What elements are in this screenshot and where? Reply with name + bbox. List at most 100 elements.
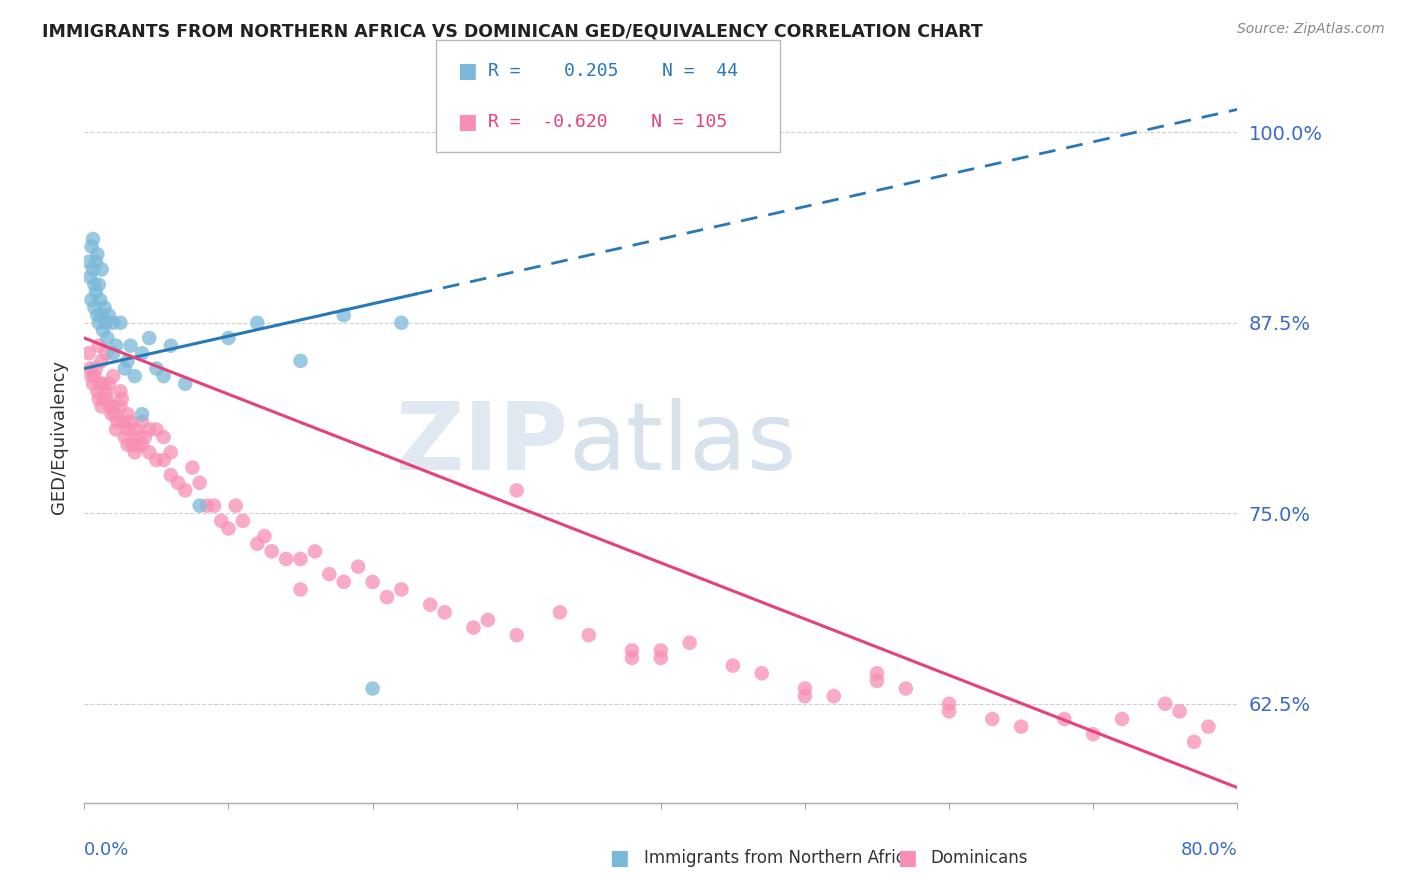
Point <box>246 316 269 330</box>
Point <box>90 308 112 322</box>
Point <box>105 338 128 352</box>
Point <box>145 361 167 376</box>
Point <box>103 400 124 414</box>
Point <box>938 705 960 719</box>
Point <box>188 499 211 513</box>
Point <box>1053 712 1076 726</box>
Text: ■: ■ <box>457 62 477 81</box>
Point <box>160 445 183 459</box>
Text: ■: ■ <box>457 112 477 132</box>
Point <box>96 392 118 406</box>
Point <box>621 643 644 657</box>
Point <box>794 681 817 696</box>
Point <box>121 438 143 452</box>
Point <box>1154 697 1177 711</box>
Y-axis label: GED/Equivalency: GED/Equivalency <box>49 360 67 514</box>
Point <box>174 376 197 391</box>
Point <box>124 422 146 436</box>
Point <box>111 392 134 406</box>
Point <box>120 338 142 352</box>
Point <box>97 308 120 322</box>
Point <box>290 552 312 566</box>
Point <box>195 499 218 513</box>
Point <box>80 239 103 253</box>
Point <box>138 445 160 459</box>
Text: Source: ZipAtlas.com: Source: ZipAtlas.com <box>1237 22 1385 37</box>
Point <box>145 422 167 436</box>
Point <box>117 438 139 452</box>
Point <box>103 316 124 330</box>
Point <box>90 262 112 277</box>
Point <box>124 369 146 384</box>
Text: Dominicans: Dominicans <box>931 849 1028 867</box>
Point <box>290 582 312 597</box>
Point <box>866 666 889 681</box>
Point <box>83 369 105 384</box>
Point <box>104 407 127 421</box>
Point <box>650 643 672 657</box>
Text: atlas: atlas <box>568 399 797 491</box>
Point <box>333 574 356 589</box>
Point <box>131 438 153 452</box>
Point <box>290 354 312 368</box>
Point <box>82 376 104 391</box>
Point <box>232 514 254 528</box>
Point <box>333 308 356 322</box>
Point <box>1083 727 1105 741</box>
Point <box>87 316 110 330</box>
Point <box>97 376 120 391</box>
Point <box>131 346 153 360</box>
Point <box>77 255 100 269</box>
Text: ■: ■ <box>609 848 628 868</box>
Point <box>304 544 326 558</box>
Text: ZIP: ZIP <box>395 399 568 491</box>
Point <box>103 369 124 384</box>
Point <box>89 293 111 307</box>
Point <box>79 270 101 285</box>
Point <box>82 262 104 277</box>
Point <box>361 681 384 696</box>
Point <box>138 422 160 436</box>
Point <box>419 598 441 612</box>
Point <box>131 407 153 421</box>
Point <box>79 361 101 376</box>
Point <box>253 529 276 543</box>
Point <box>80 293 103 307</box>
Point <box>218 331 240 345</box>
Text: ■: ■ <box>897 848 917 868</box>
Point <box>82 232 104 246</box>
Point <box>110 400 132 414</box>
Text: 0.0%: 0.0% <box>84 841 129 859</box>
Point <box>87 392 110 406</box>
Point <box>225 499 247 513</box>
Point <box>1111 712 1133 726</box>
Point <box>650 651 672 665</box>
Point <box>160 338 183 352</box>
Point <box>94 384 117 399</box>
Point <box>103 346 124 360</box>
Point <box>981 712 1004 726</box>
Point <box>167 475 190 490</box>
Point <box>105 422 128 436</box>
Point <box>218 521 240 535</box>
Point <box>375 590 398 604</box>
Point <box>823 689 845 703</box>
Point <box>138 331 160 345</box>
Point <box>94 316 117 330</box>
Point <box>391 316 413 330</box>
Point <box>246 537 269 551</box>
Point <box>894 681 917 696</box>
Point <box>112 415 135 429</box>
Point <box>90 354 112 368</box>
Point <box>578 628 600 642</box>
Point <box>120 415 142 429</box>
Point <box>117 354 139 368</box>
Point <box>260 544 283 558</box>
Point <box>89 376 111 391</box>
Point <box>463 621 485 635</box>
Point <box>131 415 153 429</box>
Point <box>866 673 889 688</box>
Point <box>174 483 197 498</box>
Point <box>100 407 122 421</box>
Text: IMMIGRANTS FROM NORTHERN AFRICA VS DOMINICAN GED/EQUIVALENCY CORRELATION CHART: IMMIGRANTS FROM NORTHERN AFRICA VS DOMIN… <box>42 22 983 40</box>
